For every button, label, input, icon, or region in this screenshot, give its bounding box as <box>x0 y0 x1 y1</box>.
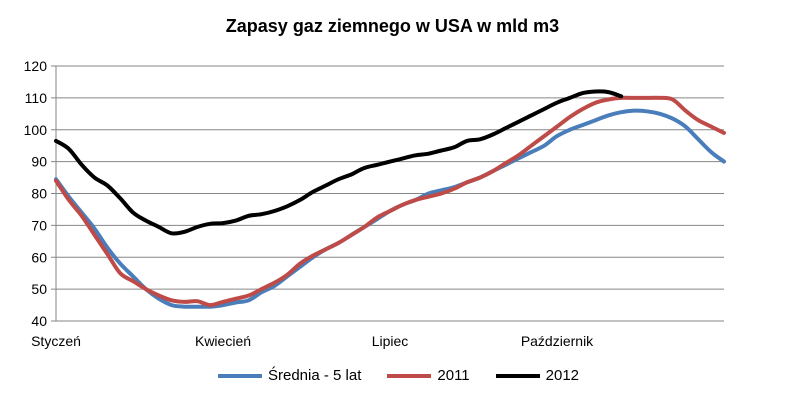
y-tick-label: 90 <box>31 154 47 170</box>
series-line-0 <box>54 108 726 309</box>
x-tick-label: Styczeń <box>31 333 81 349</box>
legend-label-2012: 2012 <box>545 367 580 384</box>
legend-item-avg: Średnia - 5 lat <box>218 367 361 384</box>
x-tick-label: Październik <box>521 333 594 349</box>
y-tick-label: 80 <box>31 186 47 202</box>
legend-item-2012: 2012 <box>495 367 580 384</box>
series-line-2 <box>54 89 624 236</box>
legend-swatch-avg <box>218 373 262 378</box>
y-tick-label: 110 <box>25 90 48 106</box>
x-tick-label: Kwiecień <box>195 333 251 349</box>
legend-label-2011: 2011 <box>437 367 470 384</box>
legend-label-avg: Średnia - 5 lat <box>268 367 362 384</box>
legend-swatch-2012 <box>495 373 540 378</box>
y-tick-label: 100 <box>24 122 48 138</box>
chart-title: Zapasy gaz ziemnego w USA w mld m3 <box>225 16 560 36</box>
y-tick-label: 50 <box>31 281 47 297</box>
y-tick-label: 120 <box>24 58 48 74</box>
legend-swatch-2011 <box>387 373 432 378</box>
legend-item-2011: 2011 <box>387 367 470 384</box>
series-line-1 <box>54 95 726 308</box>
y-tick-label: 70 <box>31 217 47 233</box>
x-tick-label: Lipiec <box>372 333 409 349</box>
chart-legend: Średnia - 5 lat 2011 2012 <box>218 367 605 384</box>
y-tick-label: 60 <box>31 249 47 265</box>
y-tick-label: 40 <box>31 313 47 329</box>
